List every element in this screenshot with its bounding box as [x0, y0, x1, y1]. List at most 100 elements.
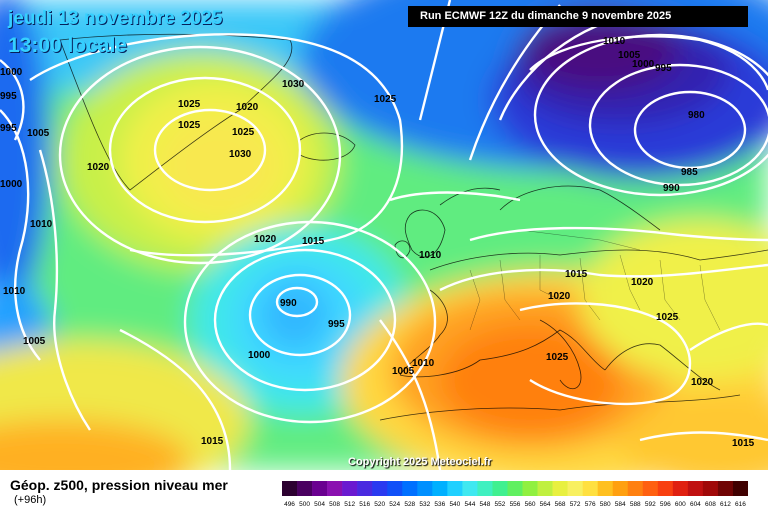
color-scale-swatch: [717, 481, 734, 496]
color-scale-tick-label: 608: [705, 501, 716, 508]
color-scale-swatch: [627, 481, 644, 496]
color-scale-tick-label: 532: [419, 501, 430, 508]
pressure-label: 1015: [201, 436, 224, 447]
pressure-label: 1005: [618, 50, 641, 61]
color-scale-swatch: [642, 481, 659, 496]
color-scale-swatch: [417, 481, 433, 496]
color-scale-swatch: [327, 481, 343, 496]
color-scale-tick-label: 548: [480, 501, 491, 508]
color-scale-tick-label: 520: [374, 501, 385, 508]
color-scale-tick-label: 500: [299, 501, 310, 508]
pressure-label: 1020: [254, 234, 277, 245]
forecast-time-title: 13:00 locale: [8, 34, 128, 57]
pressure-label: 1020: [236, 102, 259, 113]
pressure-label: 1015: [565, 269, 588, 280]
pressure-label: 1020: [548, 291, 571, 302]
color-scale-swatch: [432, 481, 448, 496]
color-scale-swatch: [732, 481, 748, 496]
color-scale-swatch: [522, 481, 538, 496]
pressure-label: 1025: [374, 94, 397, 105]
color-scale-swatch: [357, 481, 373, 496]
color-scale-tick-label: 580: [600, 501, 611, 508]
pressure-label: 995: [655, 63, 672, 74]
forecast-date-title: jeudi 13 novembre 2025: [8, 8, 223, 29]
pressure-label: 1030: [282, 79, 305, 90]
pressure-label: 1010: [603, 36, 626, 47]
color-scale-tick-label: 604: [690, 501, 701, 508]
color-scale-tick-label: 544: [464, 501, 475, 508]
color-scale-tick-label: 612: [720, 501, 731, 508]
isobars: [0, 0, 768, 470]
color-scale-tick-label: 528: [404, 501, 415, 508]
color-scale-tick-label: 556: [510, 501, 521, 508]
color-scale-tick-label: 560: [525, 501, 536, 508]
color-scale-tick-label: 504: [314, 501, 325, 508]
color-scale-swatch: [297, 481, 313, 496]
color-scale-swatch: [702, 481, 719, 496]
color-scale-tick-label: 572: [570, 501, 581, 508]
pressure-label: 1005: [392, 366, 415, 377]
pressure-label: 1010: [419, 250, 442, 261]
color-scale-tick-label: 568: [555, 501, 566, 508]
pressure-label: 1025: [546, 352, 569, 363]
color-scale-swatch: [312, 481, 328, 496]
pressure-labels: 1000 995 995 1005 1000 1010 1010 1005 10…: [0, 36, 755, 449]
color-scale-swatch: [342, 481, 358, 496]
color-scale-swatch: [582, 481, 598, 496]
color-scale-swatch: [687, 481, 704, 496]
pressure-label: 1010: [30, 219, 53, 230]
color-scale-swatch: [597, 481, 614, 496]
color-scale-tick-label: 600: [675, 501, 686, 508]
color-scale-swatch: [552, 481, 568, 496]
pressure-label: 1020: [691, 377, 714, 388]
pressure-label: 1020: [87, 162, 110, 173]
color-scale-tick-label: 588: [630, 501, 641, 508]
color-scale-swatch: [282, 481, 298, 496]
legend-title: Géop. z500, pression niveau mer: [10, 477, 228, 493]
color-scale-swatch: [657, 481, 674, 496]
color-scale-swatch: [387, 481, 403, 496]
pressure-label: 980: [688, 110, 705, 121]
color-scale-tick-label: 616: [735, 501, 746, 508]
color-scale-swatch: [672, 481, 689, 496]
pressure-label: 1025: [178, 99, 201, 110]
color-scale-swatch: [507, 481, 523, 496]
pressure-label: 1015: [302, 236, 325, 247]
pressure-label: 1010: [3, 286, 26, 297]
pressure-label: 1005: [23, 336, 46, 347]
color-scale-tick-label: 540: [449, 501, 460, 508]
color-scale-tick-label: 584: [615, 501, 626, 508]
color-scale-tick-label: 524: [389, 501, 400, 508]
pressure-label: 1025: [656, 312, 679, 323]
pressure-label: 995: [0, 91, 17, 102]
pressure-label: 990: [280, 298, 297, 309]
pressure-label: 1000: [0, 179, 23, 190]
weather-map: 1000 995 995 1005 1000 1010 1010 1005 10…: [0, 0, 768, 470]
pressure-label: 1020: [631, 277, 654, 288]
color-scale-swatch: [447, 481, 463, 496]
pressure-label: 1015: [732, 438, 755, 449]
pressure-label: 990: [663, 183, 680, 194]
legend-subtitle: (+96h): [14, 494, 47, 506]
color-scale-swatch: [462, 481, 478, 496]
pressure-label: 995: [328, 319, 345, 330]
geopotential-shading: [0, 0, 768, 470]
color-scale: 496 500 504 508 512 516 520 524 528 532 536 540 544 5…: [282, 481, 748, 508]
color-scale-tick-label: 592: [645, 501, 656, 508]
copyright-text: Copyright 2025 Meteociel.fr: [348, 456, 492, 468]
color-scale-swatch: [492, 481, 508, 496]
pressure-label: 1000: [248, 350, 271, 361]
color-scale-tick-label: 512: [344, 501, 355, 508]
color-scale-swatch: [372, 481, 388, 496]
color-scale-tick-label: 576: [585, 501, 596, 508]
pressure-label: 1025: [178, 120, 201, 131]
color-scale-tick-label: 596: [660, 501, 671, 508]
country-borders: [469, 229, 721, 331]
color-scale-tick-label: 564: [540, 501, 551, 508]
pressure-label: 985: [681, 167, 698, 178]
pressure-label: 1005: [27, 128, 50, 139]
run-info-banner: Run ECMWF 12Z du dimanche 9 novembre 202…: [408, 6, 748, 27]
color-scale-tick-label: 552: [495, 501, 506, 508]
color-scale-swatch: [402, 481, 418, 496]
